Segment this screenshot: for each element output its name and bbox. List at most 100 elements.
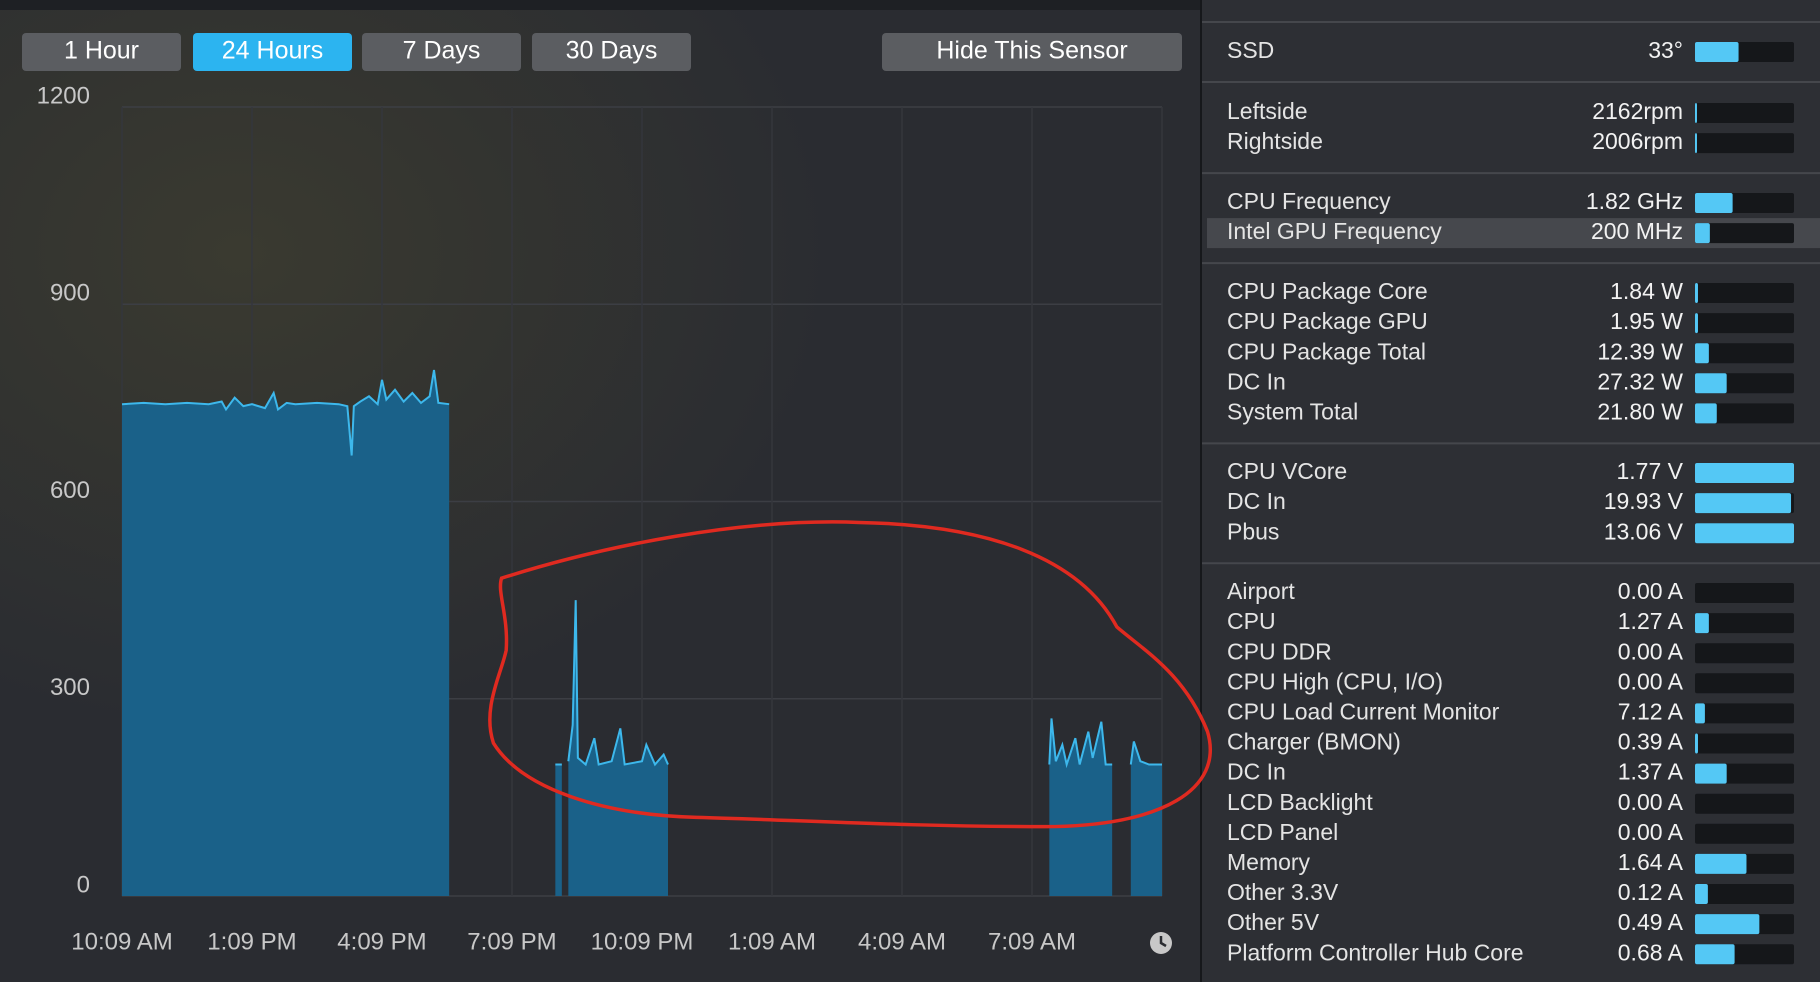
sensor-name: LCD Panel <box>1227 819 1338 845</box>
sensor-row[interactable]: Memory 1.64 A <box>1227 849 1794 875</box>
sensor-row[interactable]: CPU Package GPU 1.95 W <box>1227 308 1794 334</box>
bar-fill <box>1695 463 1794 483</box>
sensor-row[interactable]: Pbus 13.06 V <box>1227 518 1794 544</box>
sensor-row[interactable]: Leftside 2162rpm <box>1227 98 1794 124</box>
sensor-row[interactable]: Airport 0.00 A <box>1227 578 1794 604</box>
sensor-row[interactable]: DC In 1.37 A <box>1227 759 1794 785</box>
x-tick-label: 7:09 AM <box>988 928 1076 955</box>
bar-track <box>1695 884 1794 904</box>
sensor-name: CPU DDR <box>1227 638 1332 664</box>
bar-fill <box>1695 493 1792 514</box>
hide-button[interactable]: Hide This Sensor <box>882 33 1182 71</box>
sensor-row[interactable]: CPU DDR 0.00 A <box>1227 638 1794 664</box>
bar-fill <box>1695 733 1698 754</box>
sensor-row[interactable]: LCD Backlight 0.00 A <box>1227 789 1794 815</box>
x-tick-label: 7:09 PM <box>467 928 556 955</box>
sensor-name: Memory <box>1227 849 1311 875</box>
bar-track <box>1695 703 1794 724</box>
sensor-value: 0.68 A <box>1618 939 1684 965</box>
sensor-name: CPU Package Core <box>1227 278 1428 304</box>
sensor-row[interactable]: CPU 1.27 A <box>1227 608 1794 634</box>
x-tick-label: 4:09 AM <box>858 928 946 955</box>
sensor-value: 1.27 A <box>1618 608 1684 634</box>
sensor-value: 33° <box>1648 37 1683 63</box>
sensor-name: SSD <box>1227 37 1274 63</box>
y-tick-label: 900 <box>50 280 90 307</box>
y-tick-label: 0 <box>77 871 90 898</box>
sensor-value: 0.12 A <box>1618 879 1684 905</box>
x-tick-label: 10:09 PM <box>591 928 694 955</box>
sensor-row[interactable]: SSD 33° <box>1227 37 1794 63</box>
sensor-name: LCD Backlight <box>1227 789 1373 815</box>
sensor-name: Platform Controller Hub Core <box>1227 939 1524 965</box>
bar-track <box>1695 613 1794 634</box>
series-line <box>121 369 1162 769</box>
bar-fill <box>1695 703 1705 724</box>
sensor-row[interactable]: System Total 21.80 W <box>1227 398 1794 424</box>
sensor-row[interactable]: CPU Package Core 1.84 W <box>1227 278 1794 304</box>
sensor-name: Leftside <box>1227 98 1308 124</box>
button-label: 7 Days <box>403 37 481 65</box>
bar-fill <box>1695 523 1794 544</box>
sensor-row[interactable]: CPU Load Current Monitor 7.12 A <box>1227 698 1794 724</box>
sensor-name: Other 3.3V <box>1227 879 1339 905</box>
button-label: 30 Days <box>566 37 658 65</box>
bar-fill <box>1695 884 1708 904</box>
sensor-name: DC In <box>1227 368 1286 394</box>
bar-fill <box>1695 613 1709 634</box>
x-tick-label: 1:09 PM <box>207 928 296 955</box>
sensor-value: 1.77 V <box>1617 458 1684 484</box>
sensor-value: 1.37 A <box>1618 759 1684 785</box>
button-bg <box>362 33 521 71</box>
sensor-value: 1.64 A <box>1618 849 1684 875</box>
sensor-row[interactable]: Platform Controller Hub Core 0.68 A <box>1227 939 1794 965</box>
sensor-name: CPU Package Total <box>1227 338 1426 364</box>
sensor-name: CPU Load Current Monitor <box>1227 698 1500 724</box>
bar-track <box>1695 793 1794 814</box>
range-button[interactable]: 1 Hour <box>22 33 181 71</box>
sensor-row[interactable]: Charger (BMON) 0.39 A <box>1227 729 1794 755</box>
sensor-row[interactable]: CPU VCore 1.77 V <box>1227 458 1794 484</box>
sensor-value: 1.95 W <box>1610 308 1683 334</box>
sensor-value: 0.00 A <box>1618 578 1684 604</box>
sensor-row[interactable]: LCD Panel 0.00 A <box>1227 819 1794 845</box>
sensor-row[interactable]: Intel GPU Frequency 200 MHz <box>1207 218 1820 249</box>
sensor-value: 2006rpm <box>1592 128 1683 154</box>
button-bg <box>882 33 1182 71</box>
sensor-name: Airport <box>1227 578 1295 604</box>
sensor-value: 0.00 A <box>1618 638 1684 664</box>
x-tick-label: 4:09 PM <box>337 928 426 955</box>
bar-track <box>1695 283 1794 303</box>
sensor-row[interactable]: DC In 27.32 W <box>1227 368 1794 394</box>
bar-fill <box>1695 373 1727 394</box>
sensor-name: Intel GPU Frequency <box>1227 218 1442 244</box>
sensor-row[interactable]: Other 3.3V 0.12 A <box>1227 879 1794 905</box>
sensor-row[interactable]: Rightside 2006rpm <box>1227 128 1794 154</box>
button-label: 1 Hour <box>64 37 139 65</box>
bar-track <box>1695 313 1794 334</box>
range-button[interactable]: 24 Hours <box>193 33 352 71</box>
sensor-row[interactable]: DC In 19.93 V <box>1227 488 1794 514</box>
range-button[interactable]: 7 Days <box>362 33 521 71</box>
area-fill <box>122 370 1162 896</box>
bar-fill <box>1695 133 1697 154</box>
sensor-row[interactable]: CPU Package Total 12.39 W <box>1227 338 1794 364</box>
sensor-row[interactable]: CPU High (CPU, I/O) 0.00 A <box>1227 668 1794 694</box>
sensor-value: 21.80 W <box>1597 398 1683 424</box>
button-bg <box>532 33 691 71</box>
sensor-name: Other 5V <box>1227 909 1320 935</box>
sensor-value: 2162rpm <box>1592 98 1683 124</box>
bar-fill <box>1695 763 1727 784</box>
sensor-name: CPU Frequency <box>1227 188 1391 214</box>
bar-fill <box>1695 944 1735 965</box>
bar-track <box>1695 823 1794 844</box>
sensor-value: 12.39 W <box>1597 338 1683 364</box>
sensor-name: CPU High (CPU, I/O) <box>1227 668 1443 694</box>
range-button[interactable]: 30 Days <box>532 33 691 71</box>
bar-fill <box>1695 343 1709 364</box>
bar-track <box>1695 133 1794 154</box>
history-icon[interactable] <box>1150 932 1172 954</box>
sensor-row[interactable]: CPU Frequency 1.82 GHz <box>1227 188 1794 214</box>
sensor-row[interactable]: Other 5V 0.49 A <box>1227 909 1794 935</box>
